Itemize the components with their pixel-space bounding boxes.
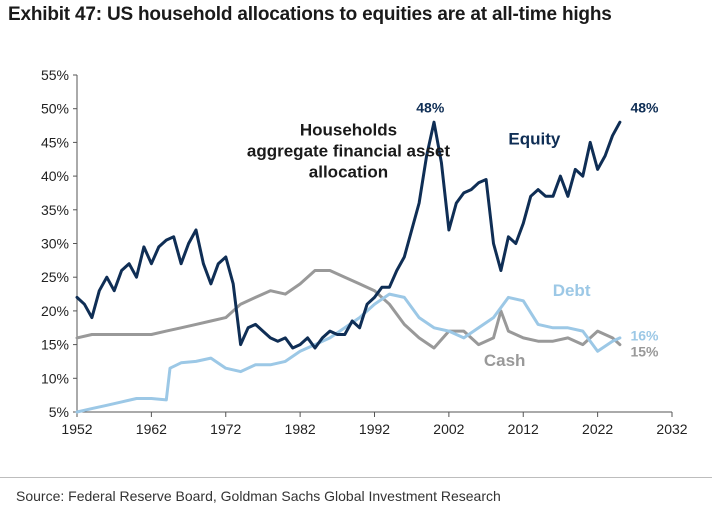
y-tick-label: 5% [49,404,69,420]
annotation-equity-peak-2000: 48% [416,100,445,116]
y-tick-label: 10% [41,370,69,386]
y-tick-label: 25% [41,269,69,285]
source-note: Source: Federal Reserve Board, Goldman S… [16,488,501,504]
x-tick-label: 2022 [582,421,613,437]
annotation-debt-label: Debt [553,281,591,300]
bottom-divider [0,477,712,478]
y-tick-label: 20% [41,303,69,319]
annotation-equity-end: 48% [630,100,659,116]
annotation-equity-label: Equity [508,129,560,148]
annotation-cash-end: 15% [630,344,659,360]
x-tick-label: 1962 [136,421,167,437]
equity-series-line [75,120,622,350]
series-lines [75,120,622,414]
y-tick-label: 55% [41,67,69,83]
chart-title: Exhibit 47: US household allocations to … [8,4,612,25]
x-tick-label: 2012 [508,421,539,437]
y-tick-label: 50% [41,101,69,117]
annotation-cash-label: Cash [484,351,526,370]
annotation-debt-end: 16% [630,328,659,344]
tick-labels: 5% 10% 15% 20% 25% 30% 35% 40% 45% 50% 55% 1952 1962… [41,67,688,437]
y-tick-label: 45% [41,134,69,150]
x-tick-label: 1952 [61,421,92,437]
line-chart: 5% 10% 15% 20% 25% 30% 35% 40% 45% 50% 55% 1952 1962… [41,67,688,437]
y-tick-label: 15% [41,337,69,353]
y-tick-label: 40% [41,168,69,184]
cash-series-line [75,269,622,350]
annotation-heading-3: allocation [309,162,388,181]
chart-axes [73,74,673,417]
x-tick-label: 2002 [433,421,464,437]
debt-series-line [75,292,622,414]
x-tick-label: 2032 [656,421,687,437]
annotation-heading-2: aggregate financial asset [247,142,450,161]
y-tick-label: 30% [41,236,69,252]
y-tick-label: 35% [41,202,69,218]
x-tick-label: 1972 [210,421,241,437]
annotations: Households aggregate financial assetalloc… [247,100,659,370]
x-tick-label: 1982 [285,421,316,437]
annotation-heading-1: Households [300,121,397,140]
x-tick-label: 1992 [359,421,390,437]
